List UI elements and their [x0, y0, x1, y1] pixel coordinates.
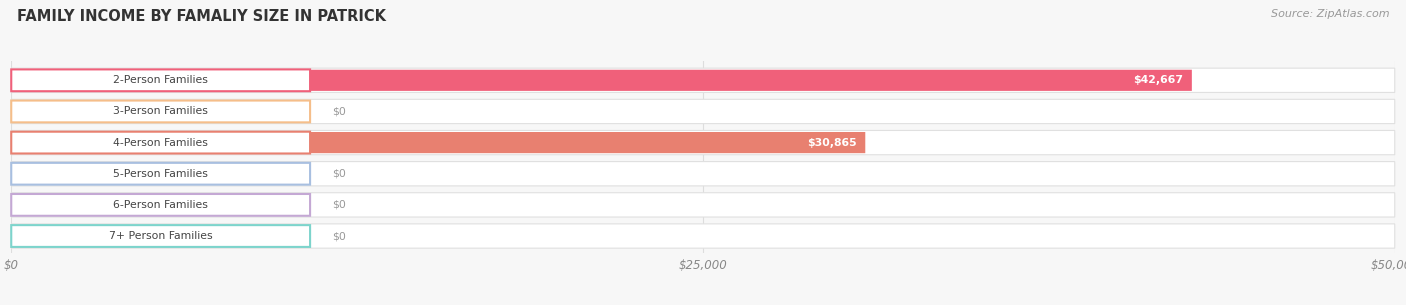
Text: $42,667: $42,667	[1133, 75, 1184, 85]
FancyBboxPatch shape	[11, 132, 865, 153]
FancyBboxPatch shape	[11, 131, 1395, 155]
Text: FAMILY INCOME BY FAMALIY SIZE IN PATRICK: FAMILY INCOME BY FAMALIY SIZE IN PATRICK	[17, 9, 385, 24]
FancyBboxPatch shape	[11, 225, 163, 247]
Text: 3-Person Families: 3-Person Families	[114, 106, 208, 117]
FancyBboxPatch shape	[11, 224, 1395, 248]
FancyBboxPatch shape	[11, 70, 1192, 91]
FancyBboxPatch shape	[11, 194, 311, 216]
Text: $30,865: $30,865	[807, 138, 858, 148]
Text: Source: ZipAtlas.com: Source: ZipAtlas.com	[1271, 9, 1389, 19]
Text: $0: $0	[332, 231, 346, 241]
Text: 2-Person Families: 2-Person Families	[114, 75, 208, 85]
FancyBboxPatch shape	[11, 101, 163, 122]
FancyBboxPatch shape	[11, 162, 1395, 186]
Text: 5-Person Families: 5-Person Families	[114, 169, 208, 179]
FancyBboxPatch shape	[11, 68, 1395, 92]
FancyBboxPatch shape	[11, 70, 311, 91]
Text: 7+ Person Families: 7+ Person Families	[108, 231, 212, 241]
FancyBboxPatch shape	[11, 132, 311, 153]
Text: 6-Person Families: 6-Person Families	[114, 200, 208, 210]
Text: $0: $0	[332, 106, 346, 117]
FancyBboxPatch shape	[11, 99, 1395, 124]
Text: $0: $0	[332, 169, 346, 179]
FancyBboxPatch shape	[11, 163, 163, 184]
FancyBboxPatch shape	[11, 225, 311, 247]
FancyBboxPatch shape	[11, 194, 163, 215]
FancyBboxPatch shape	[11, 163, 311, 185]
Text: $0: $0	[332, 200, 346, 210]
Text: 4-Person Families: 4-Person Families	[114, 138, 208, 148]
FancyBboxPatch shape	[11, 193, 1395, 217]
FancyBboxPatch shape	[11, 101, 311, 122]
